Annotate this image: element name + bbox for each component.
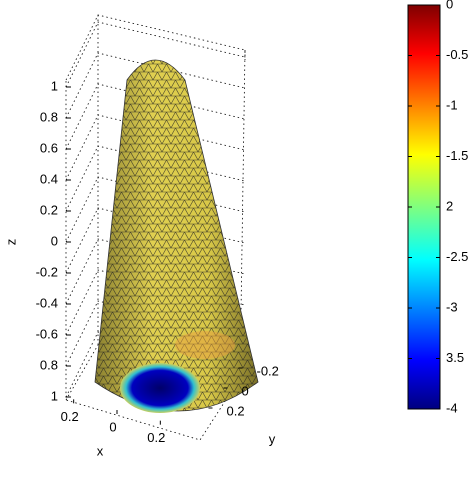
z-tick-label: 0.8	[40, 357, 58, 372]
x-tick-label: 0.2	[147, 430, 165, 445]
grid-line	[65, 145, 246, 212]
grid-line	[65, 269, 246, 336]
y-tick-label: 0.2	[227, 403, 245, 418]
z-tick-label: -0.2	[36, 264, 58, 279]
z-tick-label: 0.8	[40, 109, 58, 124]
grid-line	[65, 83, 246, 150]
colorbar-tick-label: 2	[446, 198, 453, 213]
x-tick-label: 0	[109, 419, 116, 434]
x-axis-label: x	[97, 443, 104, 458]
grid-line	[65, 52, 246, 119]
z-tick-label: 1	[51, 388, 58, 403]
colorbar-tick-label: -3	[446, 299, 458, 314]
z-tick-label: -0.6	[36, 326, 58, 341]
grid-line	[65, 300, 246, 367]
z-tick-label: 0.6	[40, 140, 58, 155]
colorbar-tick-label: -0.5	[446, 47, 468, 62]
surface	[94, 59, 259, 413]
colorbar-tick-label: 0	[446, 0, 453, 11]
z-tick-label: 0.2	[40, 202, 58, 217]
grid-line	[65, 21, 246, 88]
y-axis-label: y	[269, 431, 276, 446]
y-tick-label: -0.2	[257, 363, 279, 378]
grid-line	[65, 207, 246, 274]
x-tick-label: 0.2	[61, 409, 79, 424]
z-tick-label: 0	[51, 233, 58, 248]
grid-line	[65, 176, 246, 243]
grid-line	[65, 331, 246, 398]
z-axis-label: z	[3, 239, 18, 246]
colorbar-tick-label: -4	[446, 400, 458, 415]
grid-line	[65, 114, 246, 181]
z-tick-label: 1	[51, 78, 58, 93]
axes-box	[65, 14, 246, 441]
colorbar	[407, 4, 441, 410]
colorbar-tick-label: 3.5	[446, 350, 464, 365]
z-tick-label: 0.4	[40, 171, 58, 186]
y-tick-label: 0	[242, 383, 249, 398]
grid	[65, 21, 246, 398]
z-tick-label: -0.4	[36, 295, 58, 310]
colorbar-tick-label: -2.5	[446, 249, 468, 264]
grid-line	[65, 238, 246, 305]
colorbar-tick-label: -1	[446, 97, 458, 112]
colorbar-tick-label: -1.5	[446, 148, 468, 163]
